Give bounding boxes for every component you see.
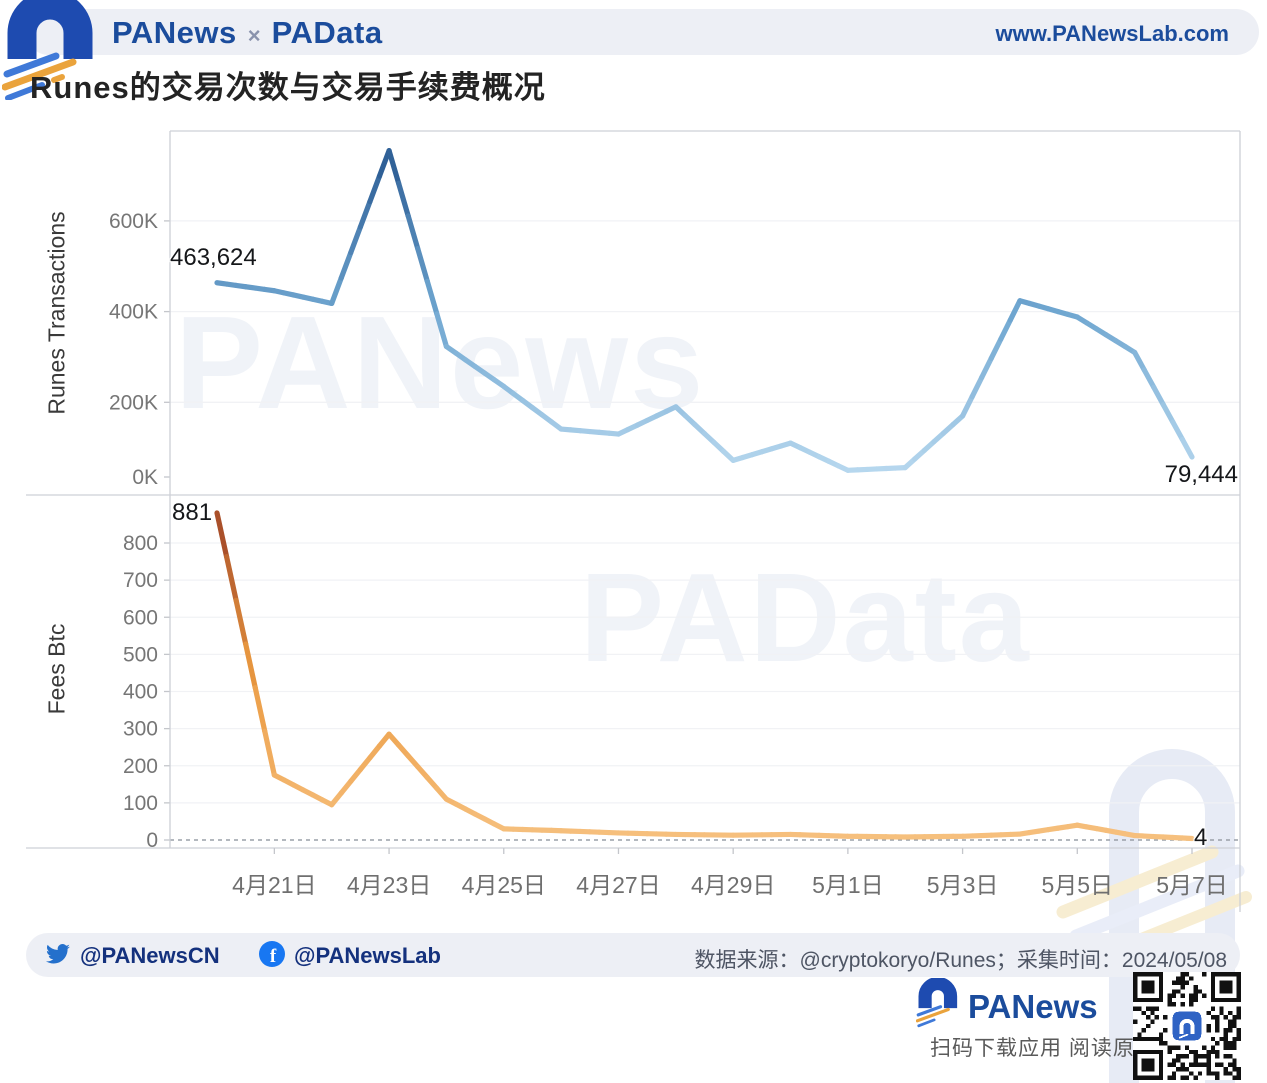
panel-borders xyxy=(26,130,1241,912)
annotation-transactions-first: 463,624 xyxy=(170,244,257,271)
panews-wordmark: PANews xyxy=(968,988,1098,1025)
brand-padata: PAData xyxy=(271,15,383,50)
svg-text:f: f xyxy=(270,946,277,967)
fees-btc-line xyxy=(214,510,1195,842)
twitter-icon xyxy=(46,944,70,964)
fees-btc-panel: 0 100 200 300 400 500 600 700 800 xyxy=(123,532,1240,852)
brand-panews: PANews xyxy=(112,15,237,50)
facebook-icon: f xyxy=(259,941,285,967)
y-tick-label: 600K xyxy=(109,210,158,233)
y-tick-label: 200K xyxy=(109,391,158,414)
header-bar xyxy=(26,9,1259,55)
x-tick-label: 5月5日 xyxy=(1041,872,1113,898)
twitter-handle: @PANewsCN xyxy=(80,943,220,968)
annotation-transactions-last: 79,444 xyxy=(1164,461,1238,488)
y-tick-label: 300 xyxy=(123,718,158,741)
runes-transactions-line xyxy=(214,148,1195,473)
x-tick-label: 4月21日 xyxy=(232,872,316,898)
x-tick-label: 4月23日 xyxy=(347,872,431,898)
website-url: www.PANewsLab.com xyxy=(995,21,1230,46)
x-tick-label: 4月25日 xyxy=(462,872,546,898)
runes-transactions-panel: 0K 200K 400K 600K xyxy=(109,210,1240,489)
panews-logo-icon-small xyxy=(916,978,958,1028)
annotation-fees-first: 881 xyxy=(172,499,213,526)
page-title: Runes的交易次数与交易手续费概况 xyxy=(30,70,546,105)
qr-code xyxy=(1133,972,1241,1080)
y-tick-label: 0 xyxy=(146,829,158,852)
brand-separator: × xyxy=(247,23,261,48)
x-axis: 4月21日 4月23日 4月25日 4月27日 4月29日 5月1日 5月3日 5月5日 5月7… xyxy=(232,848,1228,898)
qr-caption: 扫码下载应用 阅读原文 xyxy=(930,1037,1157,1060)
annotation-fees-last: 4 xyxy=(1194,824,1208,851)
x-tick-label: 5月1日 xyxy=(812,872,884,898)
x-tick-label: 4月29日 xyxy=(691,872,775,898)
y-tick-label: 200 xyxy=(123,755,158,778)
y-tick-label: 400K xyxy=(109,301,158,324)
footer-bar xyxy=(26,933,1240,977)
y-tick-label: 500 xyxy=(123,643,158,666)
y-tick-label: 100 xyxy=(123,792,158,815)
x-tick-label: 4月27日 xyxy=(576,872,660,898)
y-tick-label: 700 xyxy=(123,569,158,592)
y-tick-label: 800 xyxy=(123,532,158,555)
x-tick-label: 5月7日 xyxy=(1156,872,1228,898)
y-tick-label: 600 xyxy=(123,606,158,629)
x-tick-label: 5月3日 xyxy=(927,872,999,898)
y-tick-label: 400 xyxy=(123,681,158,704)
y-tick-label: 0K xyxy=(132,466,158,489)
data-source-note: 数据来源：@cryptokoryo/Runes；采集时间：2024/05/08 xyxy=(694,949,1228,972)
facebook-handle: @PANewsLab xyxy=(294,943,441,968)
panews-logo-icon xyxy=(2,0,93,100)
brand-lockup: PANews × PAData xyxy=(112,15,383,51)
